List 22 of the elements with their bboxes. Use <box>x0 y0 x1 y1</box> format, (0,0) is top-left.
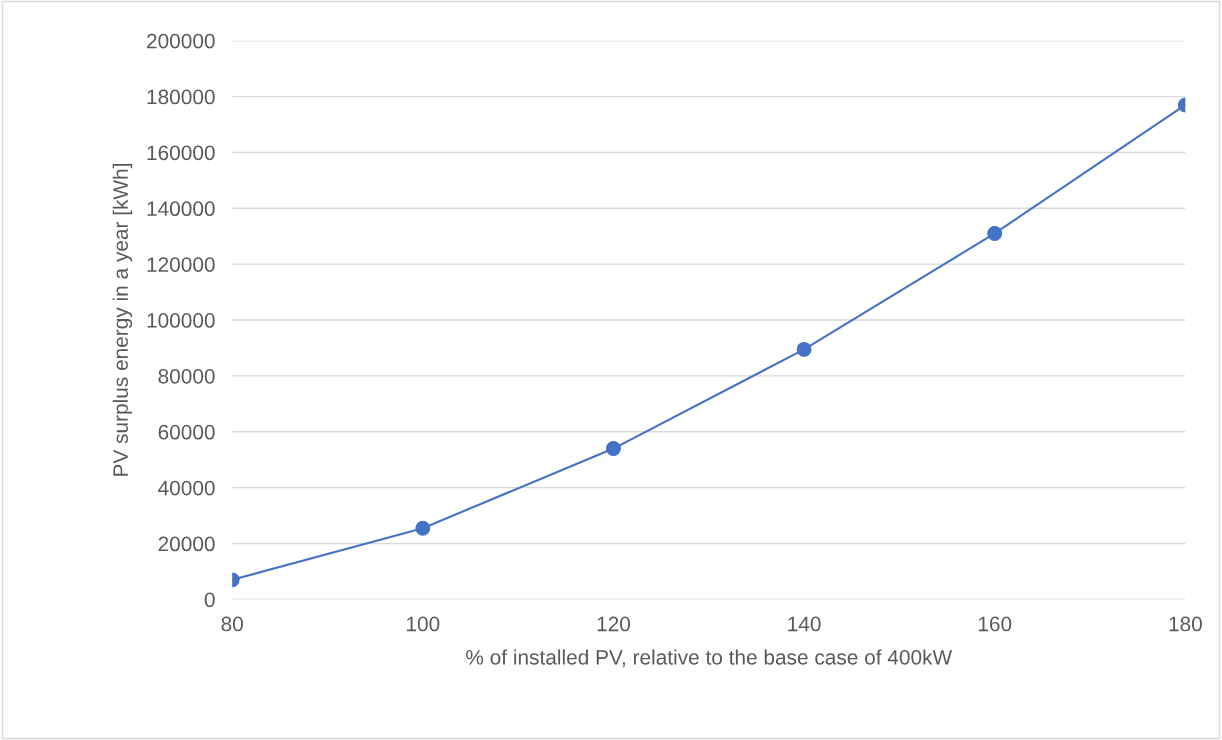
y-tick-label: 40000 <box>158 480 215 496</box>
y-tick-label: 140000 <box>147 201 215 217</box>
x-tick-label: 100 <box>407 616 440 632</box>
x-tick-label: 80 <box>221 616 243 632</box>
point <box>605 441 621 457</box>
y-tick-label: 60000 <box>158 424 215 440</box>
x-tick-label: 160 <box>978 616 1012 632</box>
y-tick-label: 20000 <box>158 536 215 552</box>
x-tick-label: 120 <box>597 616 631 632</box>
point <box>796 341 812 357</box>
x-axis-title: % of installed PV, relative to the base case of 400kW <box>466 649 953 668</box>
y-tick-label: 100000 <box>147 313 215 328</box>
x-tick-label: 180 <box>1169 616 1202 632</box>
y-tick-label: 80000 <box>158 368 215 384</box>
y-tick-label: 120000 <box>147 257 215 272</box>
y-tick-label: 160000 <box>147 145 215 161</box>
y-tick-label: 0 <box>204 592 215 608</box>
y-axis-title: PV surplus energy in a year [kWh] <box>112 164 133 476</box>
point <box>415 520 431 536</box>
y-tick-label: 200000 <box>147 33 215 49</box>
x-tick-label: 140 <box>788 616 821 632</box>
y-tick-label: 180000 <box>147 89 215 105</box>
